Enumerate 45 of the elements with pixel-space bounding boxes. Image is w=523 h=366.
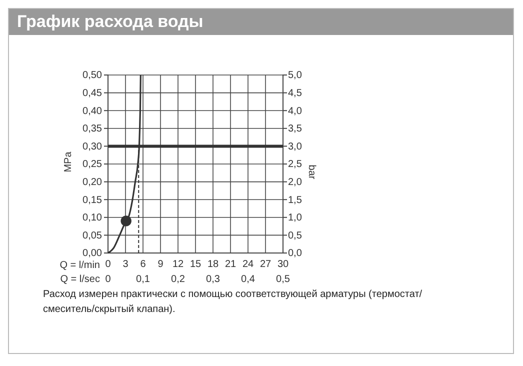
y2-tick-label: 1,0 bbox=[288, 212, 302, 224]
x2-tick-label: 0,2 bbox=[171, 274, 186, 286]
text: Расход измерен практически с помощью соответствующей арматуры (термостат/ смеситель/скрытый клапан). bbox=[43, 288, 424, 317]
y2-tick-label: 2,5 bbox=[288, 159, 302, 170]
x-tick-label: 24 bbox=[242, 259, 254, 270]
y2-tick-label: 5,0 bbox=[288, 70, 302, 82]
y-tick-label: 0,20 bbox=[82, 177, 102, 188]
x2-tick-label: 0,5 bbox=[276, 274, 290, 286]
chart-title: График расхода воды bbox=[9, 9, 513, 35]
y-tick-label: 0,10 bbox=[82, 212, 102, 224]
x-tick-label: 18 bbox=[207, 259, 219, 270]
y2-axis-title: bar bbox=[306, 164, 317, 180]
x2-tick-label: 0 bbox=[105, 274, 112, 286]
x-tick-label: 3 bbox=[122, 259, 129, 270]
y2-tick-label: 1,5 bbox=[288, 194, 302, 206]
x-tick-label: 9 bbox=[158, 259, 164, 270]
x-tick-label: 15 bbox=[190, 259, 202, 270]
y-tick-label: 0,00 bbox=[82, 248, 102, 260]
y-tick-label: 0,30 bbox=[82, 141, 102, 152]
y2-tick-label: 0,0 bbox=[288, 248, 302, 260]
x-tick-label: 0 bbox=[105, 259, 112, 270]
y-tick-label: 0,25 bbox=[82, 159, 102, 170]
x2-tick-label: 0,3 bbox=[206, 274, 220, 286]
y2-tick-label: 4,5 bbox=[288, 88, 302, 99]
x-tick-label: 12 bbox=[172, 259, 184, 270]
y2-tick-label: 2,0 bbox=[288, 177, 302, 188]
y-tick-label: 0,40 bbox=[82, 106, 102, 117]
x-tick-label: 27 bbox=[260, 259, 272, 270]
y2-tick-label: 3,5 bbox=[288, 124, 302, 135]
y2-tick-label: 4,0 bbox=[288, 106, 302, 117]
y2-tick-label: 0,5 bbox=[288, 230, 302, 242]
y-tick-label: 0,45 bbox=[82, 88, 102, 99]
x2-tick-label: 0,1 bbox=[136, 274, 150, 286]
y-axis-title: MPa bbox=[63, 151, 74, 172]
x-tick-label: 6 bbox=[140, 259, 146, 270]
x2-axis-title: Q = l/sec bbox=[60, 274, 100, 285]
y2-tick-label: 3,0 bbox=[288, 141, 302, 152]
x-tick-label: 21 bbox=[224, 259, 236, 270]
y-tick-label: 0,05 bbox=[82, 230, 102, 242]
y-tick-label: 0,35 bbox=[82, 124, 102, 135]
y-tick-label: 0,50 bbox=[82, 70, 102, 82]
x-axis-title: Q = l/min bbox=[60, 260, 100, 271]
x2-tick-label: 0,4 bbox=[241, 274, 256, 286]
y-tick-label: 0,15 bbox=[82, 194, 102, 206]
x-tick-label: 30 bbox=[277, 259, 289, 270]
